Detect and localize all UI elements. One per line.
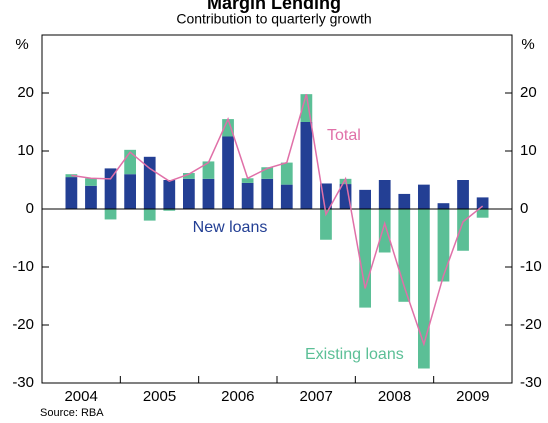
y-axis-label: % — [15, 36, 28, 53]
bar — [222, 119, 234, 137]
bar — [104, 168, 117, 209]
bar — [339, 184, 352, 209]
y2-tick-label: 0 — [520, 200, 528, 217]
bar — [457, 180, 469, 209]
bar — [300, 122, 313, 209]
bar — [124, 174, 136, 209]
bar — [222, 136, 234, 209]
x-tick-label: 2004 — [64, 388, 97, 405]
bar — [183, 173, 195, 179]
y-tick-label: -10 — [12, 258, 34, 275]
y2-tick-label: 10 — [520, 142, 537, 159]
series-label: Existing loans — [305, 346, 404, 363]
bar — [261, 167, 274, 179]
source-note: Source: RBA — [40, 407, 104, 419]
x-tick-label: 2005 — [143, 388, 176, 405]
y2-tick-label: -10 — [520, 258, 542, 275]
bar — [261, 178, 274, 209]
bar — [320, 209, 332, 240]
bar — [437, 203, 450, 209]
bar — [398, 209, 411, 302]
bar — [183, 178, 195, 209]
bar — [437, 209, 450, 282]
bar — [163, 209, 176, 211]
bar — [241, 178, 254, 183]
x-tick-label: 2007 — [299, 388, 332, 405]
y2-axis-label: % — [521, 36, 534, 53]
bar — [104, 209, 117, 220]
bar — [280, 162, 293, 185]
bar — [85, 178, 97, 186]
chart-subtitle: Contribution to quarterly growth — [176, 11, 371, 27]
y2-tick-label: -30 — [520, 374, 542, 391]
bar — [457, 209, 469, 251]
bar — [476, 209, 489, 218]
y-tick-label: -20 — [12, 316, 34, 333]
bar — [418, 184, 430, 209]
bar — [65, 177, 78, 209]
y-tick-label: -30 — [12, 374, 34, 391]
bar — [124, 149, 136, 175]
y-tick-label: 20 — [17, 84, 34, 101]
bar — [398, 193, 411, 209]
y2-tick-label: -20 — [520, 316, 542, 333]
bar — [378, 180, 391, 209]
y2-tick-label: 20 — [520, 84, 537, 101]
chart-title: Margin Lending — [207, 0, 341, 13]
x-tick-label: 2008 — [378, 388, 411, 405]
bar — [143, 209, 156, 221]
bar — [359, 189, 371, 209]
bar — [163, 180, 176, 209]
line-series — [71, 93, 484, 347]
bar — [241, 182, 254, 209]
bar — [359, 209, 371, 308]
bar — [378, 209, 391, 253]
y-tick-label: 10 — [17, 142, 34, 159]
bar — [418, 209, 430, 369]
bar — [202, 178, 215, 209]
x-tick-label: 2006 — [221, 388, 254, 405]
y-tick-label: 0 — [26, 200, 34, 217]
bar — [143, 156, 156, 209]
bar — [476, 197, 489, 209]
bar — [85, 185, 97, 209]
series-label: Total — [327, 127, 361, 144]
bar — [280, 184, 293, 209]
bar — [300, 94, 313, 122]
bar — [320, 183, 332, 209]
bar — [202, 161, 215, 179]
series-label: New loans — [193, 219, 268, 236]
x-tick-label: 2009 — [456, 388, 489, 405]
